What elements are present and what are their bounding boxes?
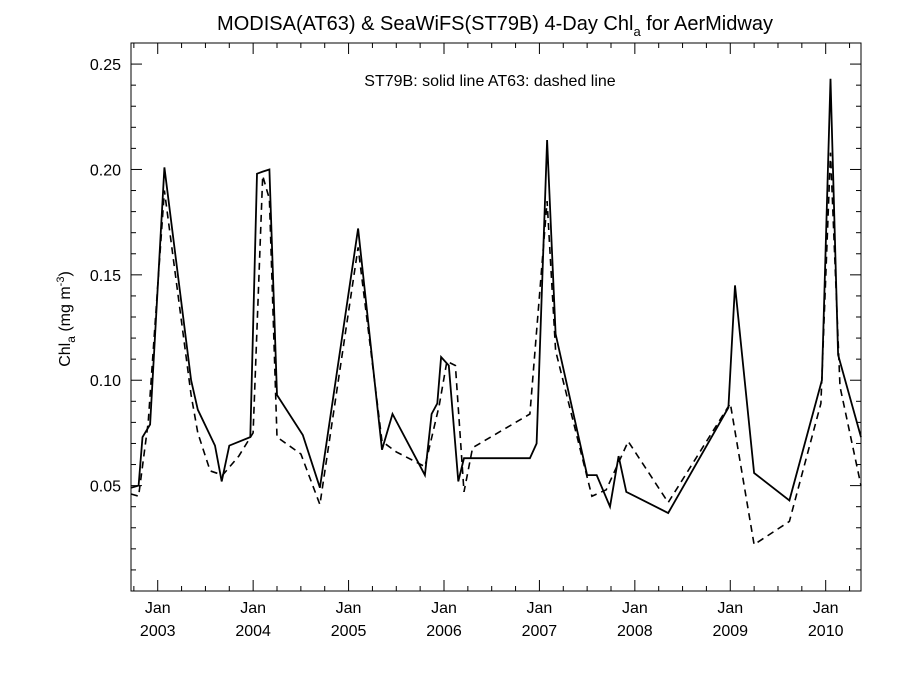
series-line-st79b: [130, 78, 862, 515]
series-line-at63: [130, 152, 862, 546]
y-tick-label: 0.25: [90, 57, 121, 74]
plot-frame: [130, 42, 862, 592]
x-tick-year: 2005: [331, 623, 367, 640]
svg-text:Chla (mg m-3): Chla (mg m-3): [55, 271, 78, 367]
series-group: [130, 78, 862, 546]
y-tick-label: 0.20: [90, 162, 121, 179]
x-tick-month: Jan: [145, 600, 171, 617]
chart-title: MODISA(AT63) & SeaWiFS(ST79B) 4-Day Chla…: [217, 13, 773, 39]
x-tick-month: Jan: [240, 600, 266, 617]
y-tick-label: 0.05: [90, 479, 121, 496]
x-tick-year: 2009: [712, 623, 748, 640]
y-tick-label: 0.15: [90, 268, 121, 285]
axes: 0.05 0.10 0.15 0.20 0.25 Jan 2003 Jan 2004 Jan 200…: [90, 43, 861, 640]
x-tick-month: Jan: [431, 600, 457, 617]
x-tick-year: 2003: [140, 623, 176, 640]
x-tick-month: Jan: [336, 600, 362, 617]
x-tick-year: 2007: [522, 623, 558, 640]
x-tick-month: Jan: [622, 600, 648, 617]
x-tick-year: 2004: [235, 623, 271, 640]
y-axis-label: Chla (mg m-3): [55, 271, 78, 367]
x-tick-year: 2006: [426, 623, 462, 640]
legend-annotation: ST79B: solid line AT63: dashed line: [364, 73, 616, 90]
chart-title-subscript: a: [633, 24, 641, 39]
x-tick-month: Jan: [527, 600, 553, 617]
x-tick-month: Jan: [813, 600, 839, 617]
x-tick-year: 2010: [808, 623, 844, 640]
y-tick-label: 0.10: [90, 373, 121, 390]
x-tick-year: 2008: [617, 623, 653, 640]
x-tick-month: Jan: [717, 600, 743, 617]
